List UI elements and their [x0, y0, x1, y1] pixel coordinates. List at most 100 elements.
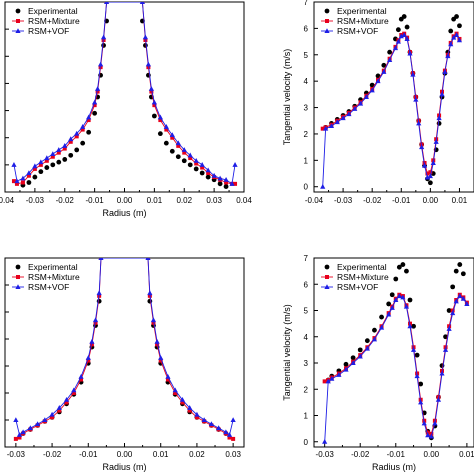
- data-point-rsm-vof: [157, 114, 163, 120]
- x-tick-label: 0.02: [176, 196, 192, 205]
- data-point-rsm-vof: [450, 310, 456, 316]
- legend-marker-rsm-vof: [324, 284, 330, 289]
- data-point-experimental: [446, 308, 452, 313]
- data-point-experimental: [448, 28, 454, 34]
- data-point-rsm-vof: [96, 290, 102, 296]
- data-point-rsm-mixture: [155, 342, 160, 347]
- legend-label-experimental: Experimental: [337, 6, 387, 16]
- data-point-rsm-vof: [205, 167, 211, 173]
- data-point-rsm-mixture: [79, 377, 84, 382]
- data-point-experimental: [350, 355, 356, 361]
- data-point-rsm-vof: [98, 258, 104, 260]
- data-point-experimental: [381, 62, 387, 68]
- data-point-experimental: [404, 24, 410, 30]
- data-point-rsm-vof: [181, 147, 187, 152]
- data-point-experimental: [217, 181, 223, 187]
- data-point-rsm-vof: [375, 78, 381, 84]
- data-point-experimental: [379, 314, 384, 320]
- data-point-experimental: [453, 268, 459, 274]
- data-point-rsm-vof: [32, 163, 38, 169]
- data-point-rsm-mixture: [13, 436, 18, 441]
- data-point-rsm-vof: [229, 181, 235, 186]
- data-point-rsm-mixture: [227, 435, 232, 440]
- data-point-rsm-vof: [158, 355, 164, 360]
- y-tick-label: 0: [304, 438, 309, 447]
- data-point-experimental: [400, 262, 406, 267]
- data-point-rsm-vof: [328, 123, 335, 129]
- data-point-rsm-vof: [419, 144, 425, 150]
- data-point-rsm-mixture: [95, 89, 100, 94]
- data-point-rsm-vof: [147, 290, 153, 296]
- data-point-rsm-vof: [103, 2, 110, 4]
- series-line-rsm-vof: [15, 258, 234, 436]
- data-point-rsm-mixture: [17, 435, 22, 440]
- chart-panel-2: -0.04 -0.03 -0.02 -0.01 0.00 0.01 0 1 2 3 4 5 6 7 Tang…: [282, 0, 474, 205]
- series-line-rsm-mixture: [322, 32, 460, 175]
- data-point-rsm-vof: [456, 37, 463, 43]
- plot-area: [13, 258, 236, 441]
- data-point-experimental: [26, 180, 32, 185]
- data-point-rsm-mixture: [151, 320, 156, 325]
- data-point-rsm-vof: [350, 360, 356, 365]
- x-tick-label: 0.00: [117, 196, 133, 205]
- x-tick-label: 0.03: [206, 196, 222, 205]
- data-point-rsm-vof: [421, 420, 427, 426]
- x-axis-title: Radius (m): [102, 208, 146, 218]
- data-point-rsm-mixture: [320, 126, 325, 131]
- data-point-rsm-vof: [387, 57, 393, 63]
- data-point-rsm-vof: [230, 417, 236, 422]
- data-point-rsm-vof: [439, 91, 445, 97]
- data-point-rsm-vof: [165, 374, 171, 379]
- data-point-rsm-mixture: [80, 127, 85, 132]
- data-point-rsm-vof: [145, 61, 151, 67]
- data-point-rsm-mixture: [224, 180, 229, 185]
- data-point-rsm-mixture: [194, 415, 199, 420]
- data-point-experimental: [56, 159, 62, 165]
- legend-label-experimental: Experimental: [337, 262, 387, 272]
- x-tick-label: 0.00: [423, 196, 439, 205]
- x-tick-label: -0.01: [387, 450, 406, 459]
- chart-panel-4: -0.03 -0.02 -0.01 0.00 0.01 0 1 2 3 4 5 6 7 Radius (m…: [282, 254, 474, 472]
- data-point-rsm-vof: [363, 94, 369, 99]
- legend-label-rsm-vof: RSM+VOF: [337, 26, 378, 36]
- data-point-rsm-vof: [154, 338, 160, 344]
- data-point-rsm-vof: [50, 151, 56, 156]
- data-point-experimental: [38, 169, 44, 175]
- data-point-rsm-vof: [414, 373, 420, 379]
- data-point-rsm-vof: [208, 421, 215, 427]
- data-point-experimental: [175, 154, 181, 160]
- data-point-rsm-mixture: [64, 400, 69, 405]
- data-point-experimental: [369, 82, 375, 88]
- data-point-rsm-vof: [453, 32, 460, 37]
- data-point-rsm-vof: [407, 50, 413, 56]
- x-tick-label: -0.04: [0, 196, 15, 205]
- data-point-experimental: [74, 147, 80, 153]
- y-tick-label: 1: [304, 412, 309, 421]
- data-point-experimental: [387, 49, 393, 55]
- data-point-experimental: [86, 129, 92, 135]
- data-point-experimental: [395, 27, 401, 33]
- legend-marker-rsm-vof: [324, 28, 330, 33]
- plot-area: [322, 262, 470, 444]
- data-point-experimental: [343, 361, 349, 367]
- data-point-rsm-mixture: [62, 146, 67, 151]
- legend-marker-experimental: [324, 8, 330, 14]
- data-point-rsm-vof: [27, 425, 33, 431]
- data-point-experimental: [364, 338, 370, 344]
- data-point-experimental: [223, 184, 229, 189]
- data-point-rsm-vof: [424, 174, 431, 180]
- data-point-rsm-mixture: [20, 180, 25, 185]
- data-point-rsm-vof: [432, 420, 438, 426]
- legend-label-rsm-mixture: RSM+Mixture: [28, 272, 80, 282]
- data-point-rsm-vof: [323, 125, 329, 131]
- data-point-rsm-vof: [457, 293, 463, 299]
- data-point-rsm-mixture: [93, 320, 98, 325]
- data-point-rsm-vof: [398, 33, 404, 39]
- data-point-rsm-vof: [56, 405, 62, 410]
- data-point-rsm-vof: [14, 178, 20, 184]
- data-point-rsm-vof: [442, 69, 448, 74]
- data-point-rsm-vof: [179, 396, 186, 402]
- data-point-rsm-mixture: [68, 139, 73, 144]
- data-point-experimental: [407, 297, 413, 303]
